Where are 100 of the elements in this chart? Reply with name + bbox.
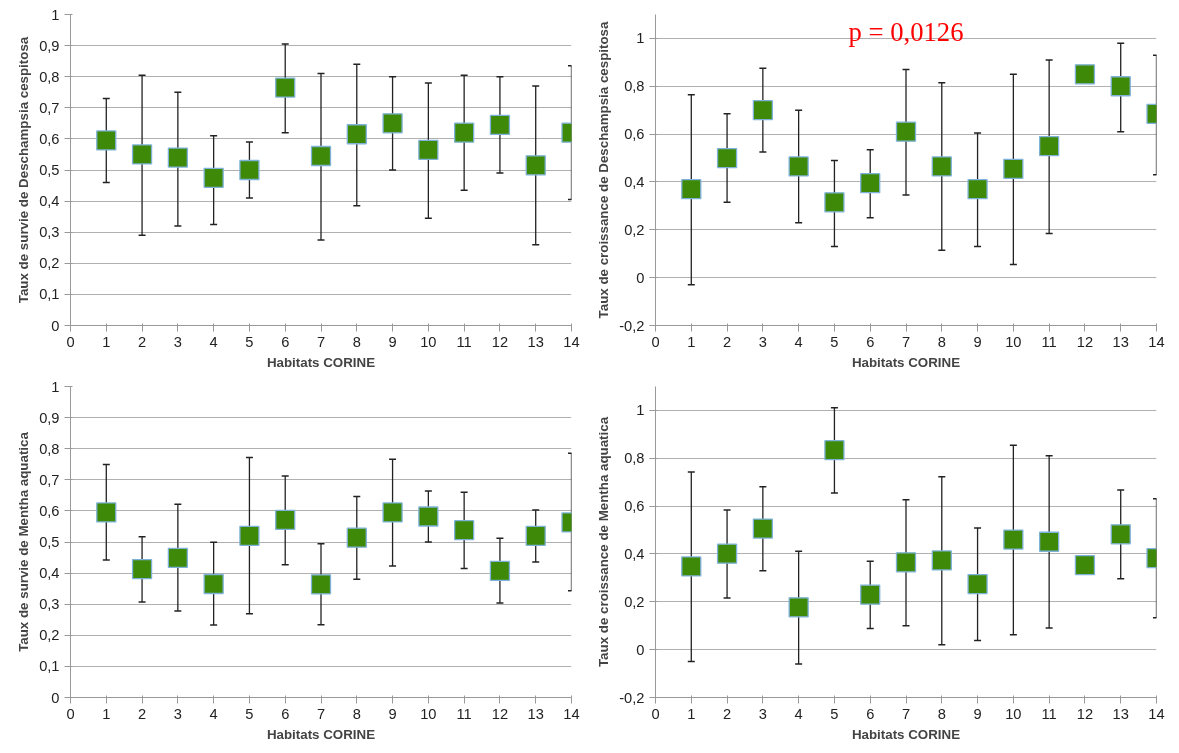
x-tick-label: 3 — [173, 333, 182, 350]
x-tick-label: 6 — [866, 333, 875, 350]
x-tick-label: 14 — [1148, 705, 1165, 722]
x-tick-label: 6 — [281, 705, 290, 722]
x-tick-label: 0 — [651, 705, 660, 722]
y-tick-label: 0,2 — [39, 627, 60, 644]
x-axis-title: Habitats CORINE — [851, 354, 961, 370]
x-tick-label: 12 — [1076, 333, 1094, 350]
x-tick-label: 5 — [245, 705, 254, 722]
x-tick-label: 1 — [102, 705, 111, 722]
x-tick-label: 10 — [420, 705, 437, 722]
y-tick-label: 0,6 — [624, 126, 645, 143]
x-tick-label: 4 — [209, 333, 218, 350]
x-tick-label: 6 — [281, 333, 290, 350]
y-tick-label: 0,4 — [624, 173, 645, 190]
x-tick-label: 6 — [866, 705, 875, 722]
y-tick-label: 0,1 — [39, 286, 60, 303]
y-tick-label: 0,1 — [39, 658, 60, 675]
x-axis-title: Habitats CORINE — [266, 354, 376, 370]
x-tick-label: 2 — [723, 705, 732, 722]
x-tick-label: 13 — [527, 333, 544, 350]
x-tick-label: 0 — [66, 333, 75, 350]
y-tick-label: 0 — [636, 269, 645, 286]
annotation: p = 0,0126 — [848, 16, 964, 47]
y-tick-label: 0,6 — [39, 130, 60, 147]
y-tick-label: 1 — [636, 30, 645, 47]
y-tick-label: 0,4 — [39, 193, 60, 210]
x-tick-label: 4 — [209, 705, 218, 722]
x-tick-label: 7 — [316, 333, 326, 350]
x-tick-label: 4 — [794, 705, 803, 722]
x-tick-label: 3 — [758, 705, 767, 722]
x-tick-label: 7 — [901, 333, 911, 350]
x-tick-label: 9 — [388, 333, 397, 350]
x-tick-label: 13 — [1112, 333, 1129, 350]
y-tick-label: 0,3 — [39, 224, 60, 241]
x-tick-label: 14 — [563, 333, 580, 350]
x-tick-label: 0 — [651, 333, 660, 350]
x-tick-label: 12 — [491, 333, 509, 350]
y-tick-label: 0,8 — [39, 440, 60, 457]
y-tick-label: -0,2 — [619, 317, 645, 334]
x-tick-label: 12 — [1076, 705, 1094, 722]
y-tick-label: 0,9 — [39, 37, 60, 54]
x-tick-label: 8 — [937, 705, 946, 722]
x-tick-label: 13 — [1112, 705, 1129, 722]
x-tick-label: 4 — [794, 333, 803, 350]
x-tick-label: 2 — [138, 333, 147, 350]
y-axis-title: Taux de croissance de Mentha aquatica — [596, 416, 612, 668]
x-tick-label: 2 — [138, 705, 147, 722]
x-tick-label: 8 — [352, 333, 361, 350]
x-tick-label: 9 — [388, 705, 397, 722]
y-axis-title: Taux de survie de Mentha aquatica — [16, 431, 32, 652]
y-tick-label: 0,5 — [39, 534, 60, 550]
x-tick-label: 9 — [973, 333, 982, 350]
y-tick-label: 0,3 — [39, 596, 60, 613]
x-tick-label: 7 — [316, 705, 326, 722]
x-tick-label: 11 — [1041, 333, 1057, 350]
x-axis-title: Habitats CORINE — [851, 726, 961, 742]
y-tick-label: 0,8 — [39, 68, 60, 85]
y-tick-label: 0,2 — [624, 221, 645, 238]
y-tick-label: 0,9 — [39, 409, 60, 426]
y-tick-label: 0,7 — [39, 471, 60, 488]
y-tick-label: 0,7 — [39, 99, 60, 116]
y-tick-label: 1 — [51, 6, 60, 23]
x-tick-label: 7 — [901, 705, 911, 722]
x-axis-title: Habitats CORINE — [266, 726, 376, 742]
x-tick-label: 1 — [102, 333, 111, 350]
x-tick-label: 9 — [973, 705, 982, 722]
x-tick-label: 1 — [687, 333, 696, 350]
x-tick-label: 10 — [1005, 333, 1022, 350]
y-tick-label: 0,8 — [624, 450, 645, 467]
x-tick-label: 11 — [456, 705, 472, 722]
x-tick-label: 14 — [1148, 333, 1165, 350]
x-tick-label: 11 — [1041, 705, 1057, 722]
y-tick-label: 0 — [51, 317, 60, 334]
x-tick-label: 3 — [758, 333, 767, 350]
y-tick-label: 0,4 — [39, 565, 60, 582]
y-tick-label: 0 — [51, 689, 60, 706]
x-tick-label: 10 — [420, 333, 437, 350]
x-tick-label: 14 — [563, 705, 580, 722]
x-tick-label: 11 — [456, 333, 472, 350]
x-tick-label: 1 — [687, 705, 696, 722]
y-tick-label: 0,6 — [624, 498, 645, 515]
y-tick-label: 0,4 — [624, 545, 645, 562]
y-tick-label: 0,2 — [39, 255, 60, 272]
y-tick-label: 1 — [636, 402, 645, 419]
x-tick-label: 3 — [173, 705, 182, 722]
x-tick-label: 13 — [527, 705, 544, 722]
x-tick-label: 10 — [1005, 705, 1022, 722]
y-axis-title: Taux de survie de Deschampsia cespitosa — [16, 36, 32, 304]
x-tick-label: 2 — [723, 333, 732, 350]
x-tick-label: 5 — [830, 333, 839, 350]
y-axis-title: Taux de croissance de Deschampsia cespitosa — [596, 21, 612, 319]
y-tick-label: 0,6 — [39, 502, 60, 519]
x-tick-label: 8 — [352, 705, 361, 722]
x-tick-label: 5 — [245, 333, 254, 350]
x-tick-label: 5 — [830, 705, 839, 722]
x-tick-label: 8 — [937, 333, 946, 350]
y-tick-label: 0 — [636, 641, 645, 658]
y-tick-label: 1 — [51, 378, 60, 395]
y-tick-label: -0,2 — [619, 689, 645, 706]
